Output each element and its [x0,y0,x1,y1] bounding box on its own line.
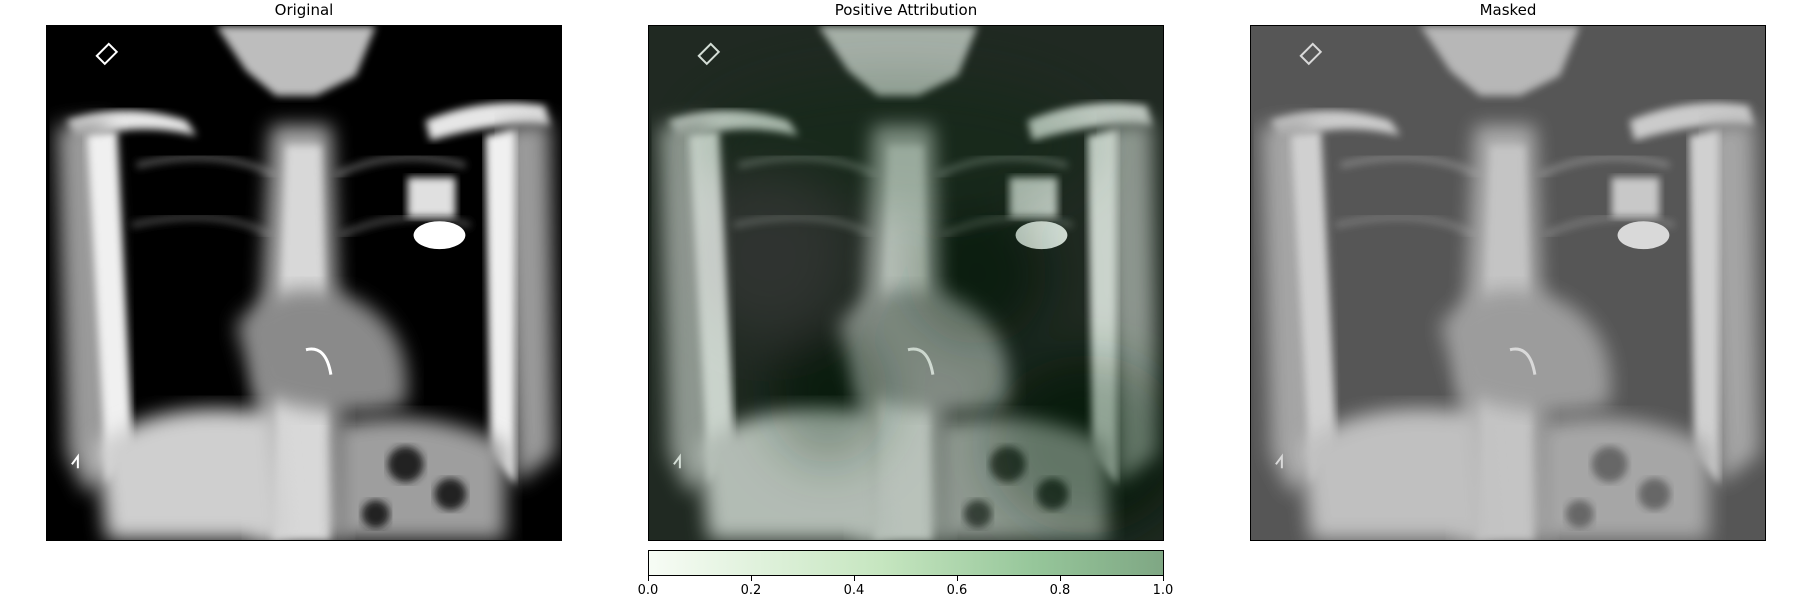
original-xray-image [47,26,561,540]
colorbar-tick-label: 1.0 [1152,583,1174,598]
colorbar-tick [957,576,958,581]
masked-title: Masked [1479,1,1537,19]
original-image [46,25,562,541]
colorbar-tick-label: 0.6 [946,583,968,598]
masked-xray-image [1251,26,1765,540]
colorbar-tick-label: 0.4 [843,583,865,598]
colorbar-tick-label: 0.2 [740,583,762,598]
original-title: Original [274,1,334,19]
colorbar-tick [648,576,649,581]
attribution-title: Positive Attribution [834,1,978,19]
colorbar [648,550,1164,576]
masked-image [1250,25,1766,541]
colorbar-tick [854,576,855,581]
attribution-image [648,25,1164,541]
attribution-overlay-image [649,26,1163,540]
colorbar-tick-label: 0.8 [1049,583,1071,598]
colorbar-tick [1060,576,1061,581]
colorbar-tick [1163,576,1164,581]
colorbar-tick-label: 0.0 [637,583,659,598]
colorbar-tick [751,576,752,581]
